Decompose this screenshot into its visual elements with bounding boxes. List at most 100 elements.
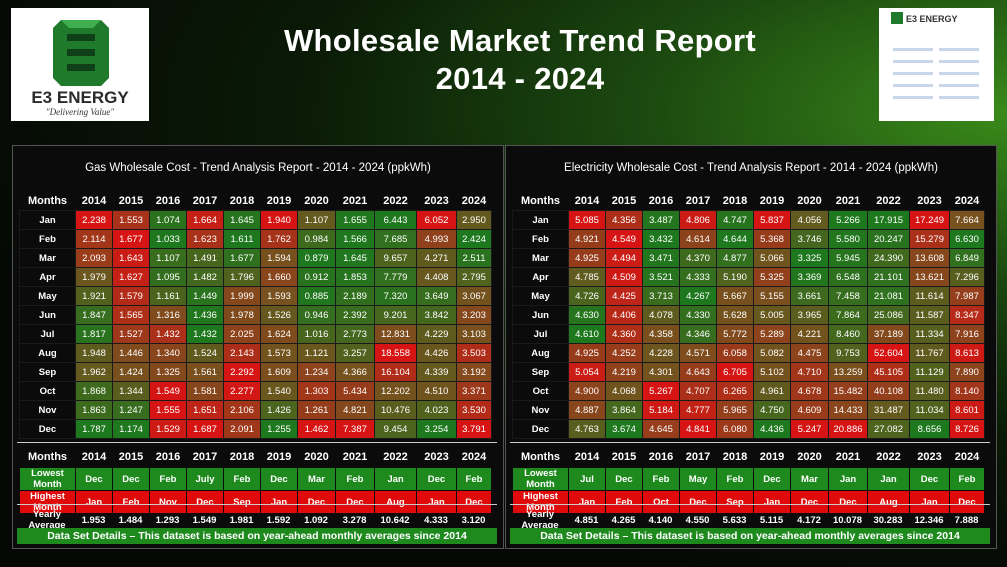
- value-cell: 5.667: [716, 286, 754, 306]
- value-cell: 24.390: [867, 248, 910, 268]
- value-cell: 1.107: [149, 248, 187, 268]
- value-cell: 9.753: [828, 343, 868, 363]
- value-cell: 12.831: [374, 324, 417, 344]
- value-cell: 1.432: [149, 324, 187, 344]
- value-cell: 5.965: [716, 400, 754, 420]
- value-cell: 1.316: [149, 305, 187, 325]
- value-cell: 13.621: [909, 267, 950, 287]
- year-header: 2018: [229, 195, 255, 207]
- value-cell: 1.611: [223, 229, 261, 249]
- value-cell: 1.868: [75, 381, 113, 401]
- value-cell: 11.614: [909, 286, 950, 306]
- summary-table: Months 2014 2015 2016 2017 2018 2019 2020 2021 20…: [19, 447, 492, 514]
- value-cell: 3.325: [790, 248, 829, 268]
- value-cell: 7.320: [374, 286, 417, 306]
- value-cell: 4.645: [642, 419, 680, 439]
- value-cell: 4.877: [716, 248, 754, 268]
- summary-table: Months 2014 2015 2016 2017 2018 2019 2020 2021 20…: [512, 447, 985, 514]
- value-cell: 6.052: [416, 210, 457, 230]
- year-header: 2016: [648, 195, 674, 207]
- year-header: 2019: [759, 195, 785, 207]
- month-label: Apr: [19, 267, 76, 287]
- value-cell: 1.107: [297, 210, 336, 230]
- table-row: Oct 4.900 4.068 5.267 4.707 6.265 4.961 4.678 15…: [512, 381, 985, 401]
- value-cell: 4.887: [568, 400, 606, 420]
- value-cell: 0.946: [297, 305, 336, 325]
- value-cell: 1.174: [112, 419, 150, 439]
- value-cell: 4.643: [679, 362, 717, 382]
- value-cell: 1.553: [112, 210, 150, 230]
- yearly-average-table: Yearly Average 4.851 4.265 4.140 4.550 5.633 5…: [512, 509, 984, 531]
- value-cell: 1.491: [186, 248, 224, 268]
- value-cell: 7.864: [828, 305, 868, 325]
- value-cell: 1.234: [297, 362, 336, 382]
- lowest-month-cell: Dec: [75, 467, 113, 491]
- value-cell: 15.482: [828, 381, 868, 401]
- value-cell: 4.078: [642, 305, 680, 325]
- value-cell: 3.257: [335, 343, 375, 363]
- yearly-average-cell: 10.642: [380, 514, 410, 526]
- value-cell: 1.687: [186, 419, 224, 439]
- year-header: 2017: [192, 451, 218, 463]
- value-cell: 52.604: [867, 343, 910, 363]
- value-cell: 5.945: [828, 248, 868, 268]
- month-label: Apr: [512, 267, 569, 287]
- value-cell: 1.664: [186, 210, 224, 230]
- year-header: 2016: [648, 451, 674, 463]
- value-cell: 9.454: [374, 419, 417, 439]
- table-row: Aug 1.948 1.446 1.340 1.524 2.143 1.573 1.121 3.…: [19, 343, 492, 363]
- yearly-average-cell: 4.851: [574, 514, 599, 526]
- yearly-average-cell: 4.172: [797, 514, 821, 526]
- table-row: Feb 2.114 1.677 1.033 1.623 1.611 1.762 0.984 1.…: [19, 229, 492, 249]
- value-cell: 4.356: [605, 210, 643, 230]
- year-header: 2024: [954, 195, 980, 207]
- lowest-month-cell: Feb: [335, 467, 375, 491]
- lowest-month-cell: Feb: [949, 467, 985, 491]
- value-cell: 1.247: [112, 400, 150, 420]
- value-cell: 5.837: [753, 210, 791, 230]
- year-header: 2021: [835, 451, 861, 463]
- yearly-average-cell: 4.550: [685, 514, 710, 526]
- value-cell: 1.325: [149, 362, 187, 382]
- value-cell: 1.121: [297, 343, 336, 363]
- value-cell: 31.487: [867, 400, 910, 420]
- value-cell: 12.202: [374, 381, 417, 401]
- value-cell: 4.750: [753, 400, 791, 420]
- highest-month-cell: Aug: [867, 490, 910, 514]
- value-cell: 1.847: [75, 305, 113, 325]
- value-cell: 0.984: [297, 229, 336, 249]
- yearly-average-cell: 1.484: [118, 514, 143, 526]
- value-cell: 1.677: [112, 229, 150, 249]
- year-header: 2022: [876, 195, 901, 207]
- yearly-average-cell: 12.346: [914, 514, 944, 526]
- table-row: Jan 2.238 1.553 1.074 1.664 1.645 1.940 1.107 1.…: [19, 210, 492, 230]
- year-header: 2018: [722, 451, 748, 463]
- value-cell: 1.853: [335, 267, 375, 287]
- lowest-month-row: Lowest Month Jul Dec Feb May Feb Dec Mar Jan Jan D…: [512, 467, 985, 491]
- value-cell: 5.434: [335, 381, 375, 401]
- yearly-average-row: Yearly Average 1.953 1.484 1.293 1.549 1.981 1…: [19, 509, 491, 531]
- month-label: Jun: [512, 305, 569, 325]
- separator: [510, 442, 990, 443]
- value-cell: 1.978: [223, 305, 261, 325]
- value-cell: 4.678: [790, 381, 829, 401]
- svg-text:E3 ENERGY: E3 ENERGY: [906, 14, 958, 24]
- year-header: 2024: [954, 451, 980, 463]
- value-cell: 5.368: [753, 229, 791, 249]
- year-header: 2018: [722, 195, 748, 207]
- value-cell: 5.247: [790, 419, 829, 439]
- value-cell: 9.201: [374, 305, 417, 325]
- table-row: Oct 1.868 1.344 1.549 1.581 2.277 1.540 1.303 5.…: [19, 381, 492, 401]
- value-cell: 7.685: [374, 229, 417, 249]
- month-label: Jun: [19, 305, 76, 325]
- yearly-average-table: Yearly Average 1.953 1.484 1.293 1.549 1.981 1…: [19, 509, 491, 531]
- value-cell: 7.890: [949, 362, 985, 382]
- value-cell: 11.034: [909, 400, 950, 420]
- year-header: 2015: [118, 451, 144, 463]
- value-cell: 3.530: [456, 400, 492, 420]
- value-cell: 1.095: [149, 267, 187, 287]
- yearly-average-cell: 4.333: [424, 514, 448, 526]
- year-header: 2022: [383, 195, 408, 207]
- value-cell: 1.624: [260, 324, 298, 344]
- panel-title: Electricity Wholesale Cost - Trend Analy…: [564, 162, 938, 174]
